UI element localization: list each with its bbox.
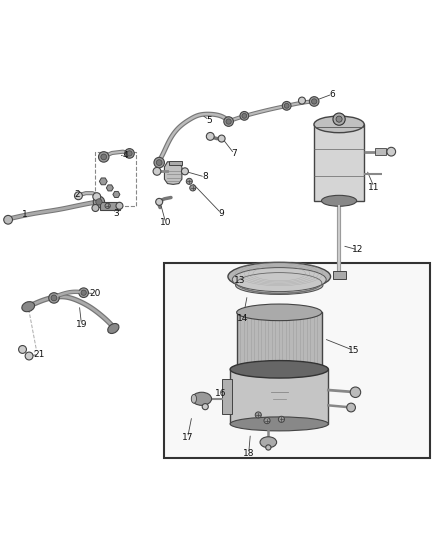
- Bar: [100, 202, 120, 210]
- Ellipse shape: [314, 116, 364, 133]
- Bar: [237, 312, 322, 369]
- Circle shape: [49, 293, 59, 303]
- Circle shape: [92, 205, 99, 212]
- Text: 13: 13: [234, 276, 246, 285]
- Circle shape: [105, 203, 110, 208]
- Circle shape: [116, 203, 123, 209]
- Text: 19: 19: [76, 320, 87, 329]
- Polygon shape: [106, 185, 113, 191]
- Text: 18: 18: [243, 449, 254, 458]
- Circle shape: [264, 417, 270, 424]
- Text: 3: 3: [113, 209, 119, 218]
- Text: 17: 17: [182, 433, 193, 442]
- Text: 9: 9: [218, 209, 224, 218]
- Text: 1: 1: [22, 211, 28, 220]
- Circle shape: [347, 403, 356, 412]
- Ellipse shape: [232, 268, 326, 292]
- Polygon shape: [99, 178, 107, 185]
- Circle shape: [156, 160, 162, 165]
- Circle shape: [226, 119, 231, 124]
- Circle shape: [96, 199, 102, 205]
- Text: 16: 16: [215, 390, 227, 399]
- Ellipse shape: [108, 324, 119, 334]
- Circle shape: [224, 117, 233, 126]
- Circle shape: [101, 154, 106, 160]
- Ellipse shape: [237, 362, 322, 376]
- Circle shape: [18, 345, 26, 353]
- Polygon shape: [113, 191, 120, 198]
- Text: 12: 12: [352, 245, 364, 254]
- Circle shape: [202, 403, 208, 410]
- Bar: [95, 152, 136, 206]
- Text: 21: 21: [33, 350, 45, 359]
- Circle shape: [284, 103, 289, 108]
- Circle shape: [153, 167, 161, 175]
- Polygon shape: [169, 161, 182, 165]
- Text: 2: 2: [74, 190, 80, 199]
- Bar: [314, 124, 364, 201]
- Circle shape: [336, 116, 342, 122]
- Text: 10: 10: [160, 219, 172, 228]
- Circle shape: [127, 151, 132, 156]
- Text: 7: 7: [231, 149, 237, 158]
- Circle shape: [81, 290, 86, 295]
- Ellipse shape: [192, 392, 212, 405]
- Circle shape: [74, 192, 82, 200]
- Circle shape: [311, 99, 317, 104]
- Ellipse shape: [260, 437, 277, 448]
- Polygon shape: [164, 161, 182, 184]
- Text: 8: 8: [202, 173, 208, 182]
- Bar: [375, 148, 386, 155]
- Ellipse shape: [191, 394, 197, 403]
- Bar: [332, 271, 346, 279]
- Circle shape: [333, 113, 345, 125]
- Text: 14: 14: [237, 313, 249, 322]
- Circle shape: [181, 168, 188, 175]
- Ellipse shape: [241, 278, 318, 293]
- Circle shape: [350, 387, 360, 398]
- Circle shape: [99, 152, 109, 162]
- Circle shape: [93, 193, 101, 200]
- Ellipse shape: [237, 304, 322, 321]
- Text: 11: 11: [368, 182, 380, 191]
- Ellipse shape: [22, 302, 35, 312]
- Bar: [222, 379, 232, 414]
- Circle shape: [283, 101, 291, 110]
- Circle shape: [298, 97, 305, 104]
- Circle shape: [218, 135, 225, 142]
- Ellipse shape: [321, 195, 357, 206]
- Circle shape: [25, 352, 33, 360]
- Circle shape: [242, 114, 247, 118]
- Circle shape: [190, 185, 196, 191]
- Circle shape: [240, 111, 249, 120]
- Text: 15: 15: [348, 346, 359, 355]
- Circle shape: [309, 96, 319, 106]
- Circle shape: [125, 149, 134, 158]
- Circle shape: [255, 412, 261, 418]
- Circle shape: [51, 295, 57, 301]
- Text: 20: 20: [89, 289, 100, 298]
- Text: 6: 6: [330, 90, 336, 99]
- Circle shape: [79, 288, 88, 297]
- Ellipse shape: [236, 276, 323, 294]
- Circle shape: [387, 147, 396, 156]
- Circle shape: [93, 196, 105, 207]
- Circle shape: [154, 157, 164, 168]
- Circle shape: [186, 179, 192, 184]
- Text: 4: 4: [122, 151, 128, 160]
- Ellipse shape: [230, 361, 328, 378]
- Circle shape: [279, 416, 285, 422]
- Circle shape: [155, 198, 162, 205]
- Circle shape: [4, 215, 12, 224]
- Ellipse shape: [230, 417, 328, 431]
- Bar: [164, 263, 430, 458]
- Text: 5: 5: [207, 116, 212, 125]
- Circle shape: [266, 445, 271, 450]
- Bar: [230, 369, 328, 424]
- Ellipse shape: [228, 262, 331, 290]
- Circle shape: [206, 133, 214, 140]
